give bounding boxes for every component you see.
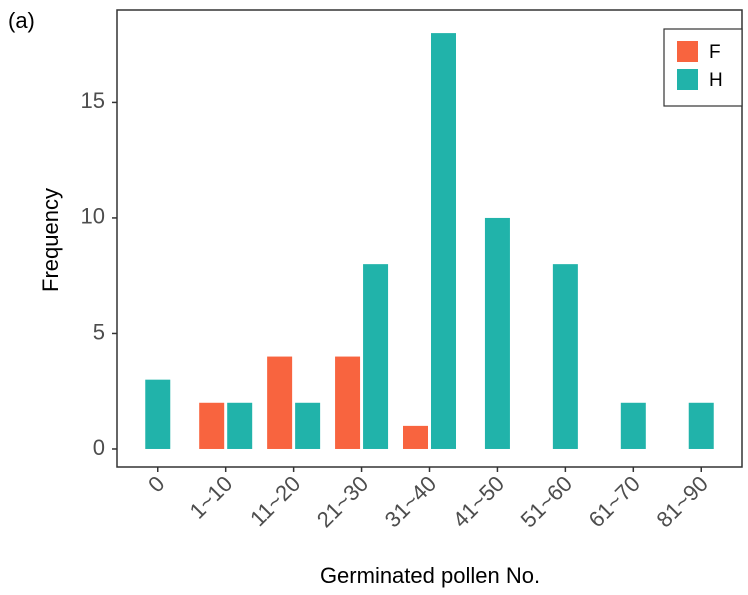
bar xyxy=(484,217,510,449)
bar xyxy=(295,402,321,449)
x-tick-label: 0 xyxy=(143,471,169,497)
bar xyxy=(267,356,293,449)
bar xyxy=(363,264,389,449)
legend-box xyxy=(663,28,743,107)
bar xyxy=(145,379,171,449)
y-tick-label: 0 xyxy=(93,435,105,460)
y-tick-label: 5 xyxy=(93,319,105,344)
y-tick-label: 10 xyxy=(81,204,105,229)
x-tick-label: 61~70 xyxy=(584,471,645,532)
x-tick-label: 81~90 xyxy=(652,471,713,532)
bar xyxy=(227,402,253,449)
bar xyxy=(403,425,428,449)
y-axis-title: Frequency xyxy=(38,188,63,292)
x-tick-label: 1~10 xyxy=(185,471,238,524)
x-tick-label: 51~60 xyxy=(516,471,577,532)
x-tick-label: 31~40 xyxy=(380,471,441,532)
bar xyxy=(552,264,578,449)
plot-frame xyxy=(116,9,743,468)
panel-label: (a) xyxy=(8,8,35,33)
legend-swatch xyxy=(677,69,698,90)
legend-swatch xyxy=(677,41,698,62)
x-tick-label: 11~20 xyxy=(245,471,305,531)
legend-label: H xyxy=(709,70,723,91)
bar xyxy=(199,402,225,449)
x-tick-label: 21~30 xyxy=(312,471,373,532)
bar xyxy=(431,33,456,449)
bar xyxy=(620,402,646,449)
bar xyxy=(688,402,714,449)
x-tick-label: 41~50 xyxy=(448,471,509,532)
x-axis-title: Germinated pollen No. xyxy=(320,563,540,588)
bar xyxy=(335,356,361,449)
legend-label: F xyxy=(709,42,721,63)
y-tick-label: 15 xyxy=(81,88,105,113)
